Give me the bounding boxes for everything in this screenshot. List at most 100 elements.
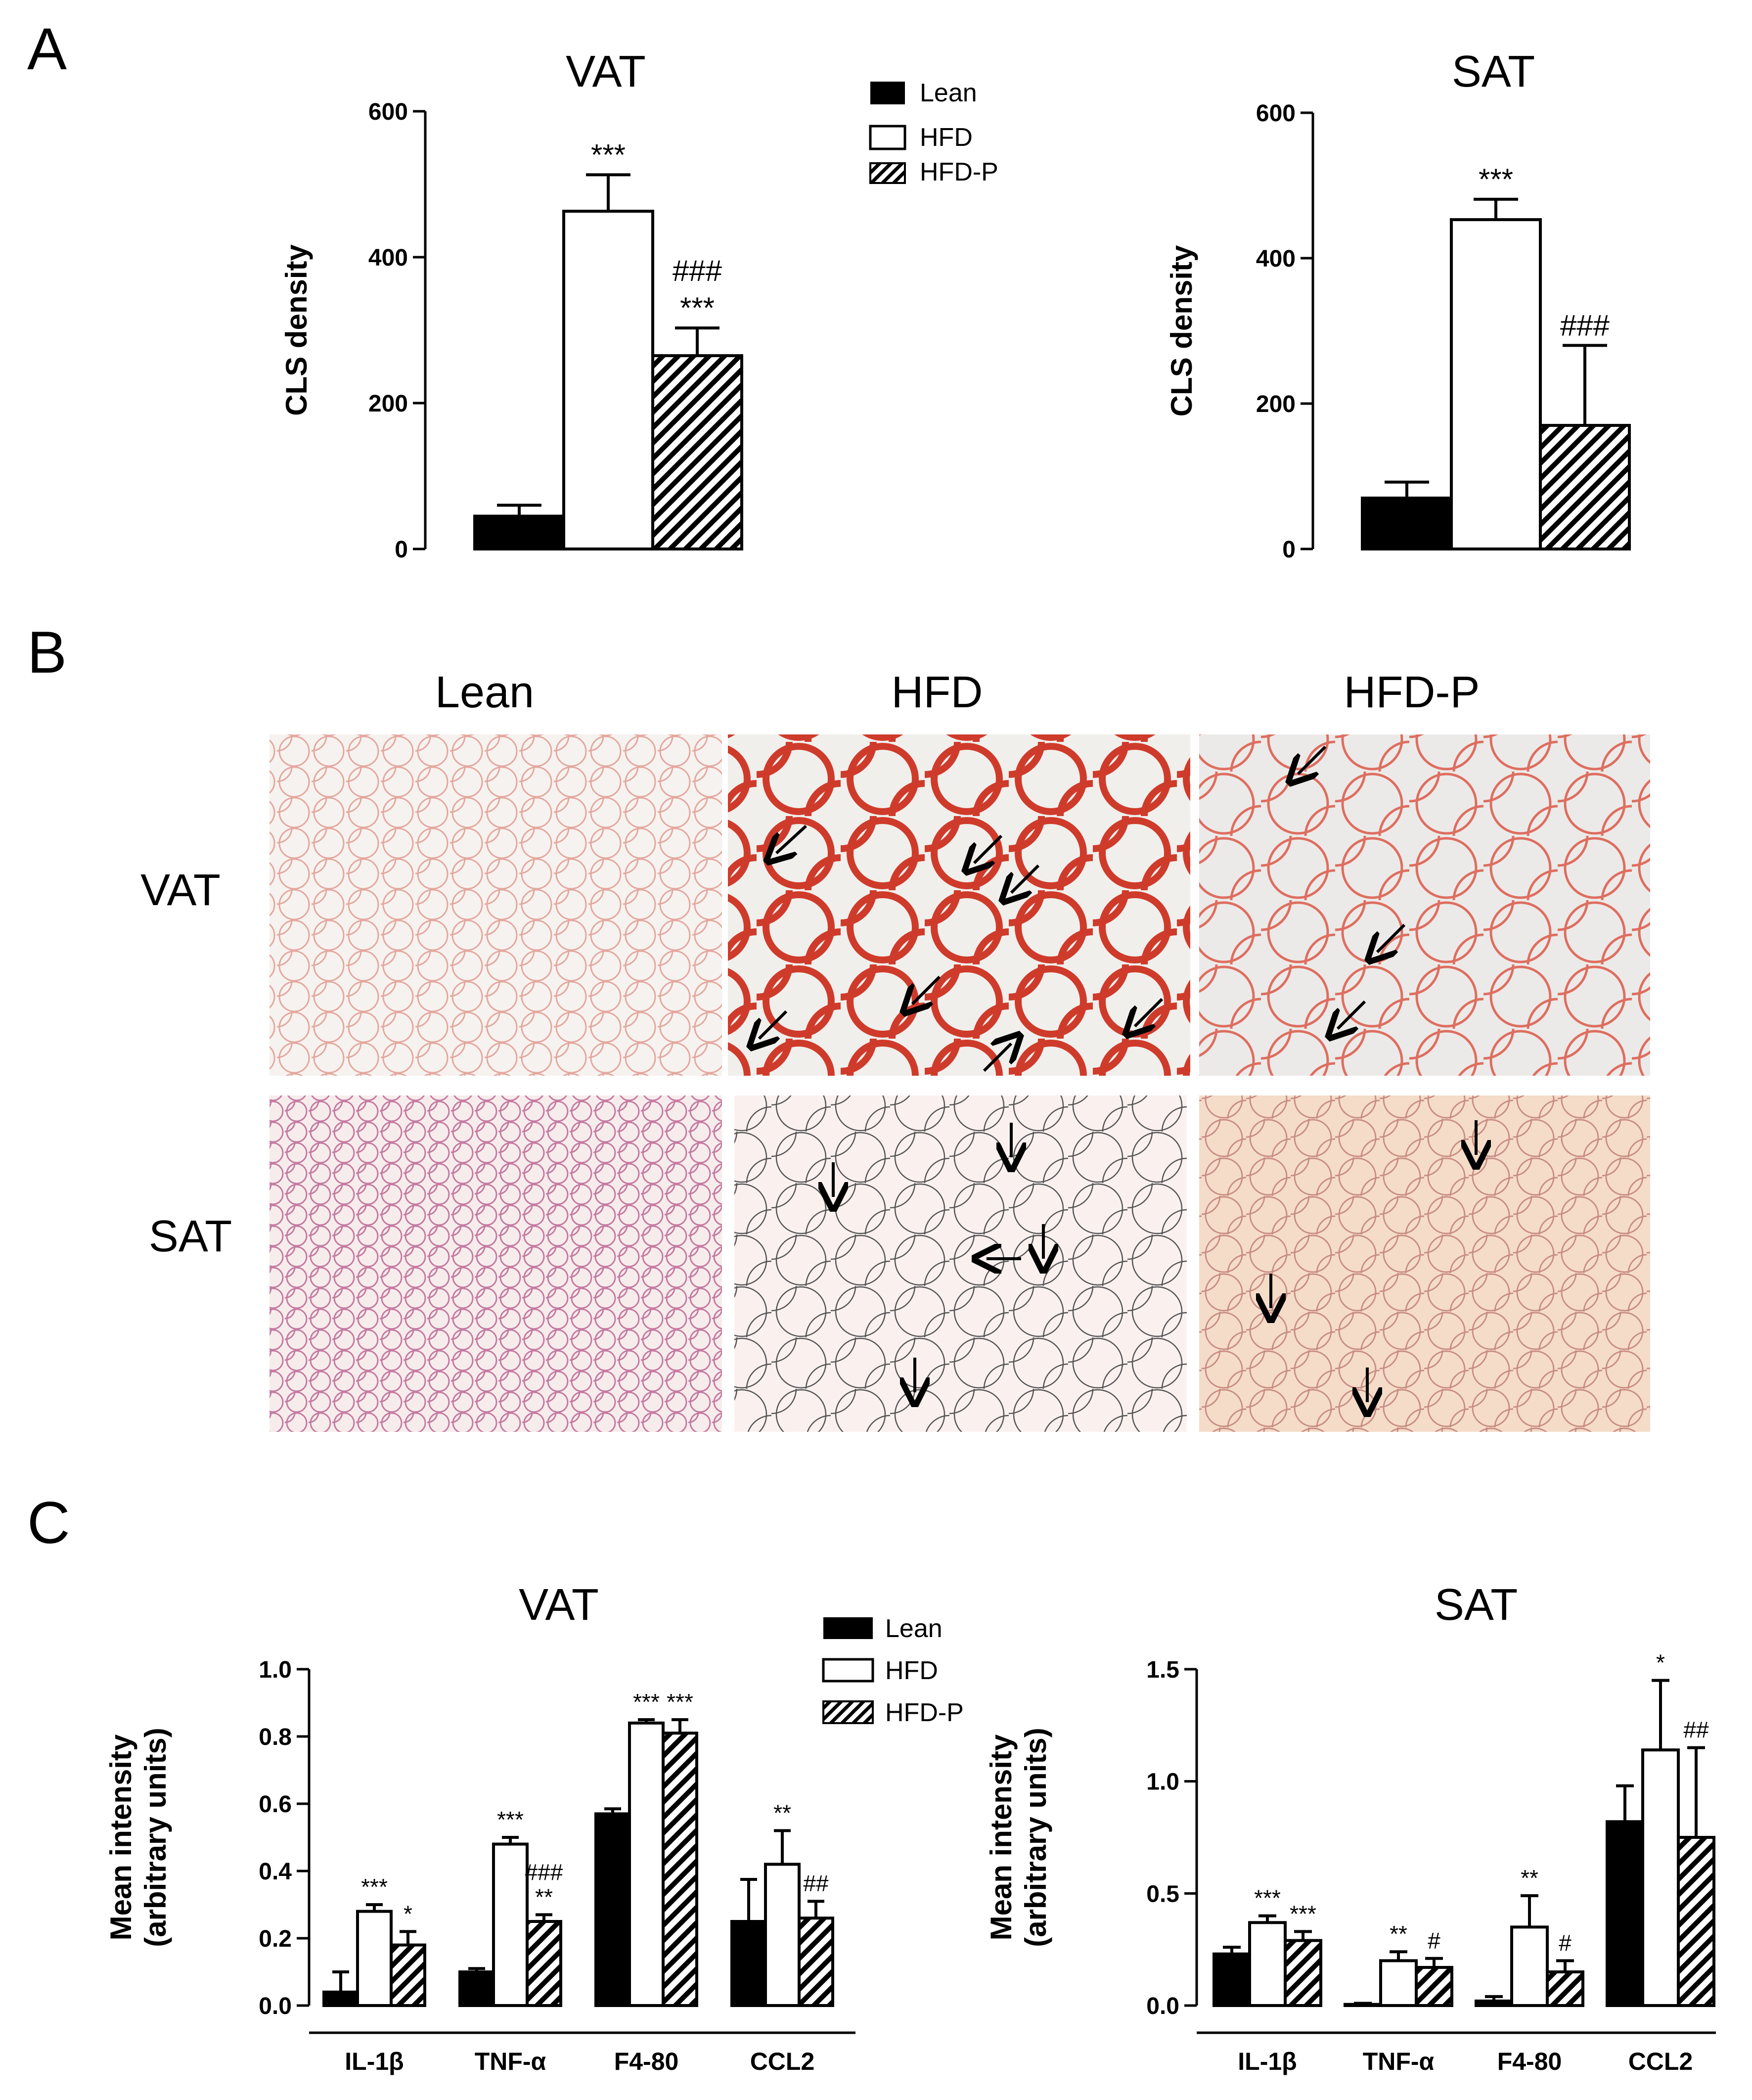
significance-label: ***	[667, 1689, 693, 1715]
significance-label: #	[1428, 1928, 1440, 1954]
y-tick-label: 600	[1256, 100, 1296, 127]
y-tick-label: 0	[1282, 537, 1296, 563]
bar-lean	[730, 1920, 767, 2007]
bar-lean	[1361, 497, 1453, 550]
y-tick-label: 200	[1256, 391, 1296, 417]
arrow-icon	[1298, 745, 1327, 774]
y-tick-label: 600	[368, 99, 408, 125]
micrograph-arrows	[759, 745, 1476, 1402]
y-axis-label: Mean intensity	[104, 1734, 137, 1940]
legend-a: Lean HFD HFD-P	[869, 79, 998, 186]
bar-hfd	[356, 1910, 393, 2008]
panel-label-c: C	[27, 1490, 70, 1556]
y-axis-label: (arbitrary units)	[139, 1728, 172, 1947]
legend-a-swatch-hfd	[869, 125, 906, 150]
x-category-label: F4-80	[614, 2048, 679, 2075]
significance-label: ***	[591, 138, 626, 171]
bar-hfdp	[1415, 1965, 1453, 2008]
significance-label: ***	[680, 291, 715, 324]
significance-label: ###	[673, 254, 722, 287]
y-tick-label: 0.4	[259, 1859, 292, 1885]
y-tick-label: 0.5	[1146, 1881, 1179, 1907]
significance-label: ###	[525, 1859, 563, 1885]
significance-label: **	[1390, 1921, 1407, 1947]
x-category-label: IL-1β	[345, 2048, 404, 2075]
y-tick-label: 1.0	[1146, 1769, 1179, 1795]
y-tick-label: 400	[368, 245, 408, 271]
significance-label: *	[404, 1901, 412, 1926]
bar-lean	[594, 1812, 631, 2007]
significance-label: **	[535, 1884, 553, 1910]
x-category-label: TNF-α	[1363, 2048, 1435, 2075]
bar-hfdp	[1284, 1939, 1322, 2008]
legend-a-label-lean: Lean	[920, 79, 977, 107]
bar-hfd	[764, 1863, 801, 2007]
micrograph-vat-lean	[270, 734, 722, 1076]
y-tick-label: 0.0	[259, 1993, 292, 2019]
arrow-icon	[759, 1010, 788, 1039]
bar-hfd	[1379, 1959, 1418, 2007]
micrograph-row-sat: SAT	[149, 1212, 232, 1261]
bar-lean	[322, 1990, 359, 2008]
micrograph-vat-hfd	[728, 734, 1190, 1076]
bar-hfd	[492, 1842, 529, 2008]
bar-hfdp	[526, 1920, 562, 2007]
micrograph-sat-lean	[270, 1096, 722, 1432]
bar-hfd	[1450, 218, 1542, 550]
bar-hfd	[1641, 1748, 1680, 2007]
bar-hfd	[562, 210, 654, 550]
legend-a-label-hfdp: HFD-P	[920, 158, 998, 186]
significance-label: ##	[803, 1871, 829, 1896]
arrow-icon	[1338, 1000, 1366, 1029]
y-tick-label: 400	[1256, 246, 1296, 272]
x-category-label: F4-80	[1497, 2048, 1562, 2075]
y-tick-label: 0	[395, 537, 408, 563]
micrograph-col-hfd: HFD	[892, 668, 983, 717]
legend-a-label-hfd: HFD	[920, 123, 973, 152]
bar-hfd	[1248, 1921, 1287, 2007]
arrow-icon	[1011, 864, 1040, 893]
legend-c-label-hfdp: HFD-P	[885, 1698, 964, 1727]
y-axis-label: CLS density	[1165, 245, 1198, 416]
legend-a-swatch-hfdp	[869, 162, 906, 184]
significance-label: ***	[497, 1807, 524, 1832]
bar-hfdp	[662, 1732, 698, 2007]
legend-c-swatch-hfd	[822, 1658, 874, 1683]
arrow-icon	[776, 824, 808, 853]
panel-label-a: A	[27, 16, 67, 82]
micrograph-sat-hfdp	[1199, 1096, 1650, 1432]
bar-hfdp	[1546, 1970, 1584, 2007]
legend-c-label-hfd: HFD	[885, 1656, 938, 1685]
arrow-icon	[1377, 923, 1406, 952]
significance-label: ***	[361, 1874, 388, 1900]
chart-title: VAT	[519, 1580, 599, 1630]
y-tick-label: 200	[368, 391, 408, 417]
x-category-label: IL-1β	[1238, 2048, 1297, 2075]
arrow-icon	[983, 1044, 1011, 1072]
significance-label: ***	[1254, 1885, 1281, 1911]
y-tick-label: 1.0	[259, 1657, 292, 1683]
micrograph-col-lean: Lean	[435, 668, 534, 717]
bar-hfdp	[651, 354, 743, 550]
chart-a-vat: VAT 0 200 400 600 CLS density *** ### ***	[280, 47, 743, 563]
x-category-label: CCL2	[750, 2048, 815, 2075]
x-category-label: CCL2	[1628, 2048, 1693, 2075]
y-axis-label: CLS density	[280, 244, 313, 416]
significance-label: ###	[1560, 309, 1610, 342]
significance-label: **	[1521, 1865, 1538, 1891]
y-tick-label: 1.5	[1146, 1657, 1179, 1683]
bar-hfdp	[1677, 1836, 1715, 2007]
bar-lean	[1213, 1952, 1251, 2008]
bar-lean	[1606, 1820, 1644, 2007]
micrograph-sat-hfd	[734, 1096, 1187, 1432]
chart-c-sat: SAT 0.0 0.5 1.0 1.5 Mean intensity (arbitrary …	[985, 1580, 1716, 2075]
chart-title: SAT	[1452, 47, 1535, 96]
legend-c-swatch-lean	[823, 1617, 873, 1639]
bar-hfd	[1510, 1925, 1549, 2007]
significance-label: **	[773, 1800, 791, 1826]
chart-title: VAT	[566, 47, 646, 96]
y-tick-label: 0.6	[259, 1791, 292, 1818]
chart-a-sat: SAT 0 200 400 600 CLS density *** ###	[1165, 47, 1631, 563]
y-axis-label: Mean intensity	[985, 1734, 1018, 1940]
